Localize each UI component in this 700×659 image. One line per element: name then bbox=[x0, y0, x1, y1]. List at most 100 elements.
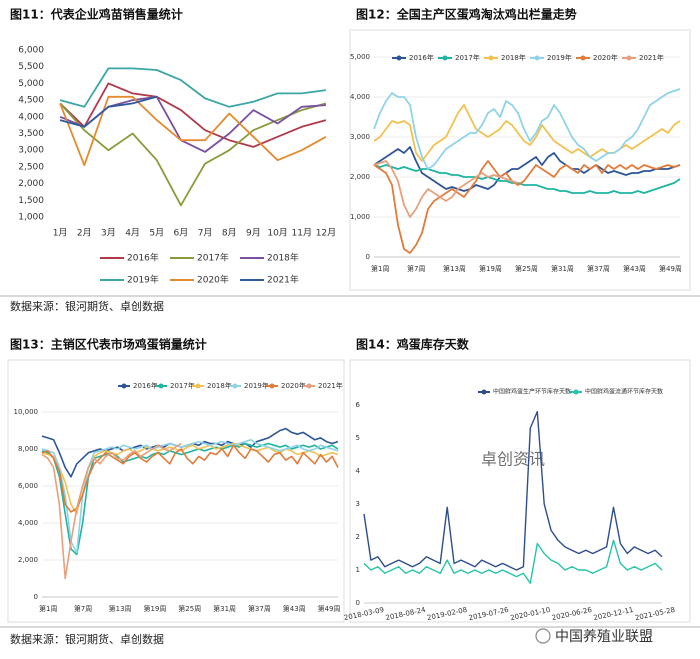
y-tick-label: 1,000 bbox=[18, 213, 44, 223]
series-line bbox=[373, 160, 519, 218]
series-line bbox=[59, 82, 327, 148]
legend-marker bbox=[580, 55, 586, 61]
legend-marker bbox=[158, 383, 164, 389]
legend-marker bbox=[306, 383, 312, 389]
series-line bbox=[59, 102, 327, 207]
legend-marker bbox=[396, 55, 402, 61]
x-tick-label: 8月 bbox=[222, 228, 237, 239]
y-tick-label: 6 bbox=[356, 401, 361, 409]
x-tick-label: 第31周 bbox=[213, 604, 236, 613]
x-tick-label: 第31周 bbox=[551, 264, 574, 273]
y-tick-label: 2,000 bbox=[18, 556, 38, 564]
legend-label: 2018年 bbox=[267, 252, 299, 264]
legend-label: 2017年 bbox=[455, 53, 480, 62]
legend-label: 2019年 bbox=[127, 274, 159, 286]
legend-label: 2020年 bbox=[281, 381, 306, 390]
y-tick-label: 5,500 bbox=[18, 62, 44, 72]
x-tick-label: 第7周 bbox=[74, 604, 92, 613]
legend-marker bbox=[269, 383, 275, 389]
chart-title: 图13：主销区代表市场鸡蛋销量统计 bbox=[10, 337, 207, 352]
x-tick-label: 第43周 bbox=[283, 604, 306, 613]
series-line bbox=[41, 442, 339, 556]
legend-marker bbox=[121, 383, 127, 389]
x-tick-label: 第43周 bbox=[623, 264, 646, 273]
y-tick-label: 3,000 bbox=[350, 133, 370, 141]
chart-title: 图14：鸡蛋库存天数 bbox=[356, 337, 470, 352]
y-tick-label: 5 bbox=[356, 434, 360, 442]
legend-label: 2017年 bbox=[170, 381, 195, 390]
series-line bbox=[363, 410, 663, 571]
x-tick-label: 7月 bbox=[198, 228, 213, 239]
y-tick-label: 8,000 bbox=[18, 445, 38, 453]
x-tick-label: 10月 bbox=[267, 228, 287, 239]
y-tick-label: 5,000 bbox=[18, 79, 44, 89]
y-tick-label: 2,000 bbox=[18, 179, 44, 189]
legend-label: 2016年 bbox=[409, 53, 434, 62]
x-tick-label: 第13周 bbox=[109, 604, 132, 613]
legend-marker bbox=[232, 383, 238, 389]
y-tick-label: 4,500 bbox=[18, 96, 44, 106]
legend-marker bbox=[195, 383, 201, 389]
legend-label: 2017年 bbox=[197, 252, 229, 264]
series-line bbox=[373, 104, 681, 162]
y-tick-label: 2 bbox=[356, 533, 360, 541]
series-line bbox=[41, 439, 339, 554]
y-tick-label: 0 bbox=[34, 593, 38, 601]
chart-title: 图11：代表企业鸡苗销售量统计 bbox=[10, 7, 183, 22]
x-tick-label: 9月 bbox=[246, 228, 261, 239]
series-line bbox=[59, 95, 158, 128]
legend-label: 中国鲜鸡蛋流通环节库存天数 bbox=[585, 388, 663, 396]
legend-label: 2016年 bbox=[127, 252, 159, 264]
x-tick-label: 第25周 bbox=[515, 264, 538, 273]
source-note: 数据来源：银河期货、卓创数据 bbox=[10, 632, 164, 646]
legend-label: 2021年 bbox=[639, 53, 664, 62]
x-tick-label: 2月 bbox=[77, 228, 92, 239]
legend-marker bbox=[573, 389, 579, 395]
y-tick-label: 4,000 bbox=[18, 112, 44, 122]
y-tick-label: 2,000 bbox=[350, 173, 370, 181]
y-tick-label: 1,000 bbox=[350, 213, 370, 221]
watermark: 中国养殖业联盟 bbox=[555, 628, 653, 645]
y-tick-label: 6,000 bbox=[18, 46, 44, 56]
chart-watermark: 卓创资讯 bbox=[481, 450, 545, 469]
y-tick-label: 4,000 bbox=[18, 519, 38, 527]
series-line bbox=[41, 442, 182, 580]
y-tick-label: 4 bbox=[356, 467, 361, 475]
panel-frame bbox=[7, 359, 345, 623]
x-tick-label: 第19周 bbox=[143, 604, 166, 613]
legend-label: 2021年 bbox=[267, 274, 299, 286]
y-tick-label: 6,000 bbox=[18, 482, 38, 490]
chart-title: 图12：全国主产区蛋鸡淘汰鸡出栏量走势 bbox=[356, 7, 577, 22]
legend-label: 2018年 bbox=[207, 381, 232, 390]
series-line bbox=[363, 539, 663, 584]
legend-label: 2016年 bbox=[133, 381, 158, 390]
series-line bbox=[373, 146, 681, 192]
x-tick-label: 第19周 bbox=[479, 264, 502, 273]
legend-label: 2019年 bbox=[547, 53, 572, 62]
legend-marker bbox=[442, 55, 448, 61]
series-line bbox=[59, 95, 327, 167]
y-tick-label: 1 bbox=[356, 566, 360, 574]
legend-label: 2019年 bbox=[244, 381, 269, 390]
x-tick-label: 12月 bbox=[316, 228, 336, 239]
series-line bbox=[41, 444, 339, 513]
legend-label: 中国鲜鸡蛋生产环节库存天数 bbox=[493, 388, 571, 396]
legend-marker bbox=[626, 55, 632, 61]
legend-label: 2018年 bbox=[501, 53, 526, 62]
y-tick-label: 3 bbox=[356, 500, 360, 508]
y-tick-label: 4,000 bbox=[350, 93, 370, 101]
y-tick-label: 10,000 bbox=[14, 408, 39, 416]
y-tick-label: 5,000 bbox=[350, 53, 370, 61]
legend-label: 2020年 bbox=[197, 274, 229, 286]
x-tick-label: 第37周 bbox=[248, 604, 271, 613]
panel-frame bbox=[349, 359, 691, 623]
x-tick-label: 第1周 bbox=[39, 604, 57, 613]
y-tick-label: 0 bbox=[356, 599, 360, 607]
x-tick-label: 第7周 bbox=[407, 264, 425, 273]
x-tick-label: 11月 bbox=[292, 228, 312, 239]
x-tick-label: 第25周 bbox=[178, 604, 201, 613]
x-tick-label: 4月 bbox=[125, 228, 140, 239]
x-tick-label: 第49周 bbox=[318, 604, 341, 613]
y-tick-label: 1,500 bbox=[18, 196, 44, 206]
